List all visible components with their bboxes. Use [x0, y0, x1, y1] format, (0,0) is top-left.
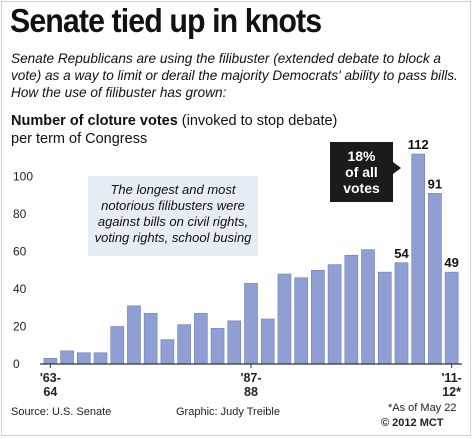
bar: [177, 324, 191, 365]
y-tick-label: 0: [13, 357, 20, 371]
bar: [93, 352, 108, 365]
bar: [110, 326, 125, 365]
page-title: Senate tied up in knots: [10, 2, 322, 39]
callout-line3: votes: [343, 180, 380, 196]
y-tick-label: 40: [13, 282, 27, 296]
x-tick-label: 12*: [442, 385, 461, 399]
bar: [394, 262, 409, 365]
bar: [327, 264, 342, 365]
chart-heading-bold: Number of cloture votes: [11, 113, 178, 129]
bar: [277, 273, 292, 365]
data-label: 112: [408, 137, 429, 152]
bar: [361, 249, 375, 365]
bar: [60, 350, 74, 365]
chart-heading-rest: (invoked to stop debate): [177, 113, 338, 129]
x-tick-label: '11-: [441, 371, 461, 385]
percentage-callout: 18% of all votes: [330, 142, 393, 202]
bar: [227, 320, 242, 365]
bar: [260, 318, 275, 365]
as-of-note: *As of May 22: [388, 402, 457, 414]
chart-heading: Number of cloture votes (invoked to stop…: [11, 112, 337, 148]
bar: [344, 254, 359, 365]
intro-text: Senate Republicans are using the filibus…: [11, 51, 458, 100]
bar: [43, 358, 58, 365]
data-label: 54: [394, 246, 409, 261]
data-label: 49: [444, 255, 458, 270]
x-tick-label: '87-: [240, 371, 261, 385]
x-tick-label: '63-: [40, 371, 61, 385]
chart-heading-line2: per term of Congress: [11, 131, 148, 147]
bar: [160, 339, 175, 365]
x-tick-label: 64: [43, 385, 57, 399]
callout-line1: 18%: [347, 148, 376, 164]
x-tick-label: 88: [244, 385, 258, 399]
bar: [194, 313, 208, 365]
bar: [143, 313, 158, 365]
y-tick-label: 100: [13, 170, 33, 184]
bar: [210, 328, 225, 365]
source-credit: Source: U.S. Senate: [11, 406, 112, 418]
bar: [377, 271, 392, 365]
annotation-box: The longest and most notorious filibuste…: [88, 176, 258, 256]
copyright: © 2012 MCT: [381, 417, 444, 429]
y-tick-label: 80: [13, 207, 27, 221]
bar: [311, 269, 325, 365]
bar: [244, 283, 258, 365]
bar: [76, 352, 91, 365]
callout-line2: of all: [345, 164, 378, 180]
bar: [127, 305, 141, 365]
bar: [294, 277, 308, 365]
graphic-credit: Graphic: Judy Treible: [176, 406, 280, 418]
data-label: 91: [428, 176, 442, 191]
y-tick-label: 60: [13, 245, 27, 259]
bar: [411, 153, 426, 365]
y-tick-label: 20: [13, 320, 27, 334]
bar: [444, 271, 459, 365]
callout-pointer: [393, 162, 401, 174]
bar: [428, 193, 442, 365]
